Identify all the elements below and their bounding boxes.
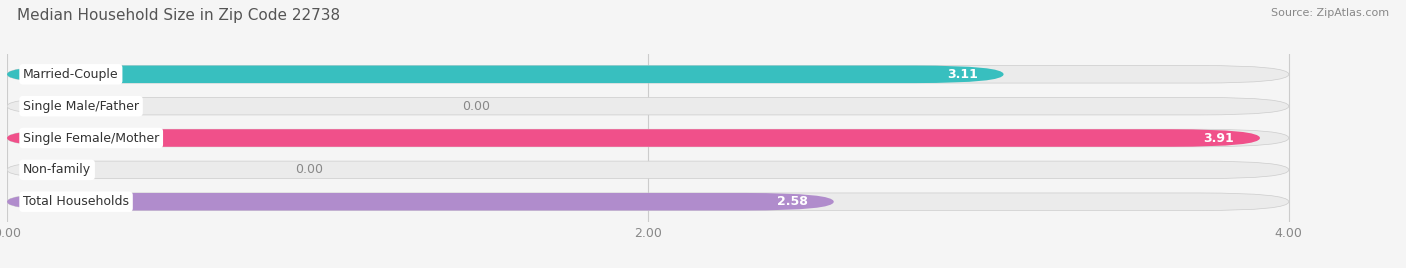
Text: Single Female/Mother: Single Female/Mother: [22, 132, 159, 144]
Text: Source: ZipAtlas.com: Source: ZipAtlas.com: [1271, 8, 1389, 18]
FancyBboxPatch shape: [7, 193, 834, 210]
FancyBboxPatch shape: [7, 129, 1260, 147]
Text: 3.91: 3.91: [1204, 132, 1234, 144]
Text: 0.00: 0.00: [463, 100, 491, 113]
Text: 3.11: 3.11: [948, 68, 979, 81]
FancyBboxPatch shape: [7, 161, 1289, 179]
FancyBboxPatch shape: [7, 129, 1289, 147]
FancyBboxPatch shape: [7, 193, 1289, 210]
FancyBboxPatch shape: [7, 97, 1289, 115]
Text: Married-Couple: Married-Couple: [22, 68, 118, 81]
Text: Non-family: Non-family: [22, 163, 91, 176]
Text: 2.58: 2.58: [778, 195, 808, 208]
Text: Median Household Size in Zip Code 22738: Median Household Size in Zip Code 22738: [17, 8, 340, 23]
Text: 0.00: 0.00: [295, 163, 323, 176]
FancyBboxPatch shape: [7, 66, 1289, 83]
FancyBboxPatch shape: [7, 66, 1004, 83]
Text: Total Households: Total Households: [22, 195, 129, 208]
Text: Single Male/Father: Single Male/Father: [22, 100, 139, 113]
